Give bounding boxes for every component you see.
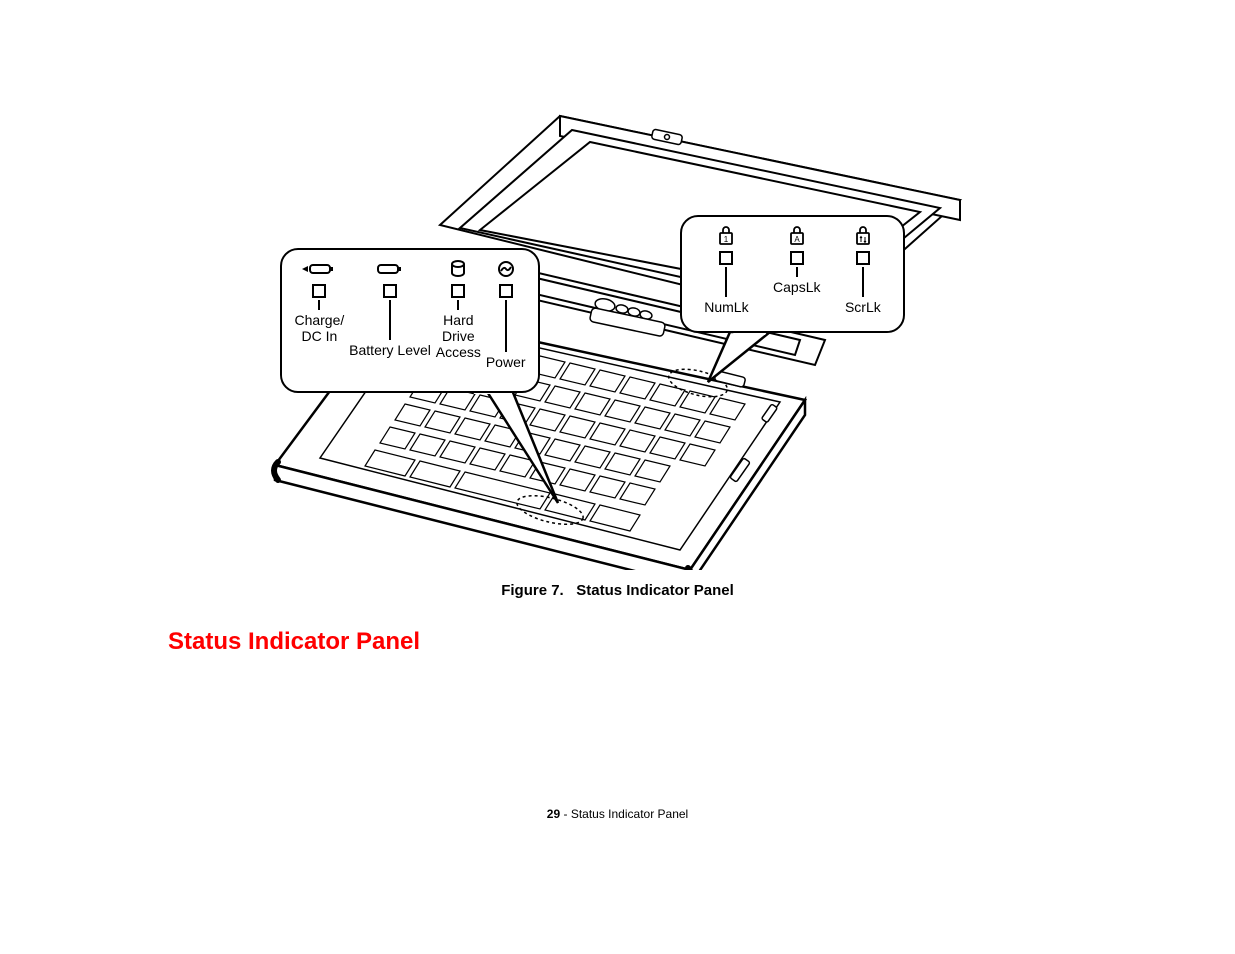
indicator-tick <box>725 267 727 297</box>
footer-separator: - <box>560 807 571 821</box>
scrlk-icon <box>854 227 872 245</box>
figure-caption: Figure 7. Status Indicator Panel <box>0 582 1235 599</box>
power-icon <box>497 260 515 278</box>
indicator-led <box>856 251 870 265</box>
indicator-label: CapsLk <box>773 279 820 295</box>
indicator-tick <box>318 300 320 310</box>
indicator-capslk: A CapsLk <box>773 227 820 315</box>
indicator-label: Charge/ DC In <box>294 312 344 344</box>
page-footer: 29 - Status Indicator Panel <box>0 807 1235 821</box>
indicator-numlk: 1 NumLk <box>704 227 748 315</box>
indicator-label: NumLk <box>704 299 748 315</box>
indicator-tick <box>457 300 459 310</box>
hdd-icon <box>449 260 467 278</box>
charge-icon <box>302 260 336 278</box>
callout-left: Charge/ DC In Battery Level <box>280 248 540 393</box>
indicator-led <box>451 284 465 298</box>
indicator-led <box>790 251 804 265</box>
indicator-label: Power <box>486 354 526 370</box>
callout-right-row: 1 NumLk A <box>682 217 903 315</box>
figure-area: Charge/ DC In Battery Level <box>260 110 980 570</box>
indicator-tick <box>505 300 507 352</box>
svg-text:A: A <box>794 235 800 244</box>
document-page: Charge/ DC In Battery Level <box>0 0 1235 954</box>
footer-title: Status Indicator Panel <box>571 807 688 821</box>
callout-left-row: Charge/ DC In Battery Level <box>282 250 538 370</box>
figure-title: Status Indicator Panel <box>576 582 734 599</box>
indicator-tick <box>796 267 798 277</box>
figure-number: Figure 7. <box>501 582 564 599</box>
indicator-label: ScrLk <box>845 299 881 315</box>
section-heading: Status Indicator Panel <box>168 628 420 656</box>
numlk-icon: 1 <box>717 227 735 245</box>
indicator-charge: Charge/ DC In <box>294 260 344 370</box>
indicator-hdd: Hard Drive Access <box>436 260 481 370</box>
label-text: Charge/ <box>294 312 344 328</box>
indicator-led <box>719 251 733 265</box>
page-number: 29 <box>547 807 560 821</box>
battery-icon <box>376 260 404 278</box>
indicator-battery: Battery Level <box>349 260 431 370</box>
label-text: Drive <box>442 328 475 344</box>
indicator-power: Power <box>486 260 526 370</box>
indicator-tick <box>389 300 391 340</box>
indicator-tick <box>862 267 864 297</box>
indicator-label: Battery Level <box>349 342 431 358</box>
indicator-led <box>499 284 513 298</box>
indicator-label: Hard Drive Access <box>436 312 481 360</box>
indicator-led <box>383 284 397 298</box>
label-text: Hard <box>443 312 473 328</box>
label-text: Access <box>436 344 481 360</box>
indicator-scrlk: ScrLk <box>845 227 881 315</box>
capslk-icon: A <box>788 227 806 245</box>
callout-right: 1 NumLk A <box>680 215 905 333</box>
indicator-led <box>312 284 326 298</box>
svg-text:1: 1 <box>724 235 729 244</box>
label-text: DC In <box>301 328 337 344</box>
